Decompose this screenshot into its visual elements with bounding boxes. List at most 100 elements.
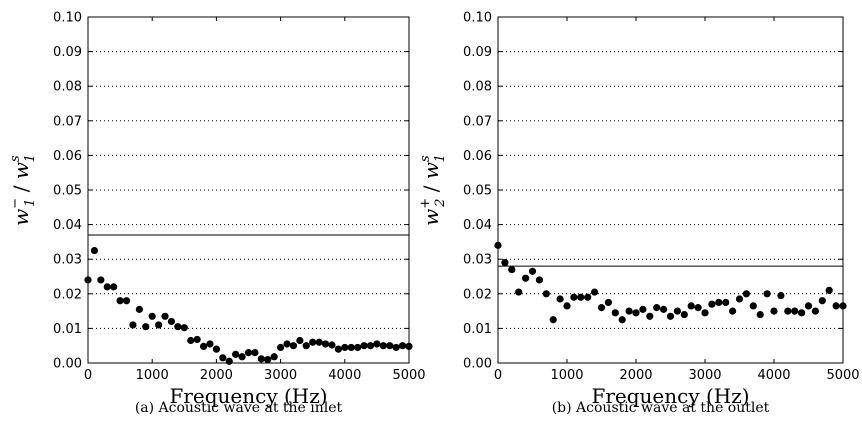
figure-caption: (b) Acoustic wave at the outlet	[552, 400, 770, 416]
data-point	[103, 283, 111, 291]
data-point	[289, 342, 298, 350]
data-point	[219, 354, 227, 362]
data-point	[174, 323, 182, 331]
y-axis-label-part: 1	[23, 199, 38, 207]
y-tick-label: 0.06	[53, 149, 82, 164]
data-point	[508, 265, 516, 274]
data-point	[257, 355, 265, 363]
data-point	[122, 297, 131, 305]
data-point	[398, 342, 407, 350]
data-point	[832, 302, 840, 310]
data-point	[251, 349, 259, 357]
y-tick-label: 0.00	[53, 357, 82, 372]
data-point	[729, 307, 737, 315]
y-axis-label-part: /	[9, 179, 33, 198]
y-tick-label: 0.10	[53, 11, 82, 26]
data-point	[334, 345, 342, 353]
y-axis-label-part: +	[418, 198, 433, 209]
data-point	[386, 342, 394, 350]
y-tick-label: 0.06	[463, 149, 492, 164]
y-tick-label: 0.09	[463, 45, 492, 60]
data-point	[660, 305, 668, 313]
data-point	[283, 340, 291, 348]
x-tick-label: 1000	[136, 368, 169, 383]
y-axis-label-part: w	[9, 209, 33, 226]
data-point	[501, 259, 509, 267]
y-tick-label: 0.05	[463, 184, 492, 199]
data-point	[264, 355, 272, 364]
data-point	[542, 290, 550, 298]
chart-a-inlet: 0.00 0.01 0.02 0.03 0.04 0.05 0.06 0.07 0.08 0.09…	[8, 11, 426, 417]
y-axis-label-part: s	[8, 155, 23, 162]
data-point	[673, 307, 682, 315]
data-point	[277, 343, 285, 352]
data-point	[110, 283, 118, 291]
data-point	[791, 307, 799, 315]
data-point	[129, 321, 137, 329]
data-point	[244, 349, 253, 357]
data-point	[199, 342, 208, 350]
y-axis-label-part: w	[9, 162, 33, 179]
data-point	[777, 291, 785, 300]
data-point	[625, 307, 633, 315]
data-point	[328, 341, 336, 349]
data-point	[618, 316, 626, 324]
data-point	[722, 298, 730, 307]
y-tick-label: 0.03	[463, 253, 492, 268]
data-point	[522, 274, 530, 282]
y-tick-label: 0.01	[463, 322, 492, 337]
data-point	[811, 307, 820, 315]
data-point	[155, 321, 163, 329]
data-point	[687, 302, 695, 310]
x-tick-label: 5000	[392, 368, 425, 383]
data-point	[187, 336, 195, 345]
data-point	[549, 316, 557, 324]
data-point	[315, 338, 323, 346]
data-point	[354, 343, 362, 352]
data-point	[563, 302, 571, 310]
data-point	[770, 307, 778, 315]
y-axis-label-part: −	[8, 198, 23, 209]
data-point	[701, 309, 709, 317]
data-point	[708, 300, 716, 308]
data-point	[735, 295, 744, 303]
x-tick-label: 1000	[550, 368, 583, 383]
y-tick-label: 0.04	[463, 218, 492, 233]
y-axis-label-part: s	[418, 155, 433, 162]
data-point	[232, 350, 240, 358]
data-point	[296, 336, 304, 345]
y-axis-label-part: 1	[23, 154, 38, 162]
data-point	[161, 312, 169, 320]
data-point	[756, 310, 764, 319]
data-point	[591, 288, 599, 296]
y-tick-label: 0.08	[463, 80, 492, 95]
x-axis-label: Frequency (Hz)	[169, 384, 327, 408]
data-point	[321, 340, 330, 348]
y-axis-label: w+2 / ws1	[418, 154, 448, 226]
chart-b-outlet: 0.00 0.01 0.02 0.03 0.04 0.05 0.06 0.07 0.08 0.09…	[418, 11, 860, 417]
x-axis-label: Frequency (Hz)	[591, 384, 749, 408]
data-point	[302, 342, 310, 350]
data-point	[515, 288, 523, 296]
data-point	[142, 323, 150, 331]
data-point	[347, 343, 355, 352]
data-point	[818, 297, 826, 305]
x-tick-label: 3000	[688, 368, 721, 383]
figure-caption: (a) Acoustic wave at the inlet	[135, 400, 343, 416]
y-tick-label: 0.09	[53, 45, 82, 60]
y-tick-label: 0.02	[53, 287, 82, 302]
y-tick-label: 0.02	[463, 287, 492, 302]
x-tick-label: 5000	[826, 368, 859, 383]
data-point	[193, 335, 201, 344]
y-tick-label: 0.07	[53, 114, 82, 129]
data-point	[535, 276, 544, 284]
data-point	[135, 305, 143, 313]
data-point	[570, 293, 578, 301]
data-point	[360, 342, 368, 350]
data-point	[494, 241, 502, 249]
data-point	[148, 312, 156, 320]
data-point	[798, 309, 806, 317]
data-point	[584, 293, 592, 301]
data-point	[366, 342, 375, 350]
data-point	[270, 353, 278, 361]
